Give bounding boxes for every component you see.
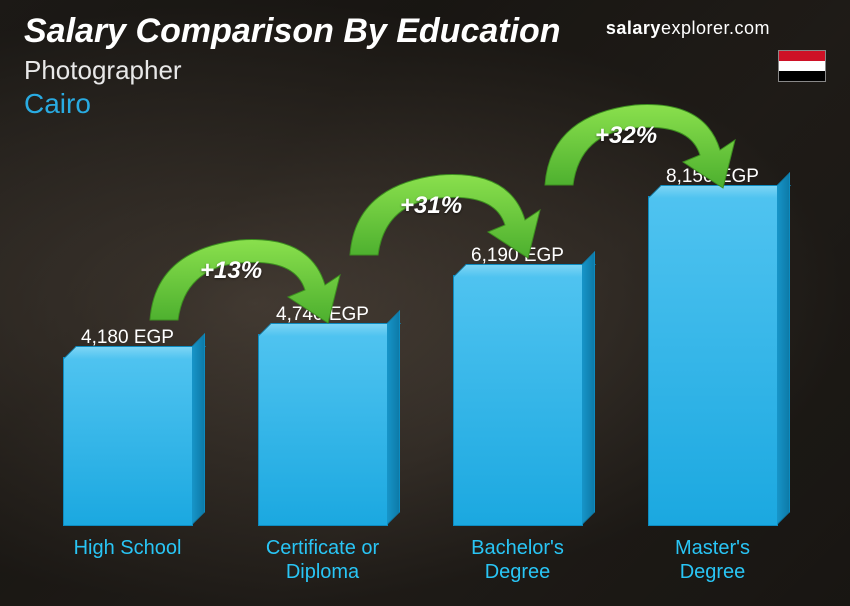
bar	[63, 357, 193, 526]
header: Salary Comparison By Education Photograp…	[24, 12, 826, 120]
bar	[648, 196, 778, 526]
chart-title: Salary Comparison By Education	[24, 12, 826, 51]
bar-label: Master'sDegree	[675, 536, 750, 584]
increase-percent: +31%	[400, 192, 462, 220]
bar-group: 4,740 EGPCertificate orDiploma	[225, 124, 420, 584]
increase-percent: +32%	[595, 122, 657, 150]
chart-subtitle: Photographer	[24, 55, 826, 86]
chart-location: Cairo	[24, 88, 826, 120]
bar	[258, 334, 388, 526]
bar-label: Bachelor'sDegree	[471, 536, 564, 584]
bar	[453, 275, 583, 526]
increase-percent: +13%	[200, 257, 262, 285]
bar-label: High School	[74, 536, 182, 584]
bar-group: 4,180 EGPHigh School	[30, 124, 225, 584]
bar-label: Certificate orDiploma	[266, 536, 379, 584]
bar-group: 8,150 EGPMaster'sDegree	[615, 124, 810, 584]
